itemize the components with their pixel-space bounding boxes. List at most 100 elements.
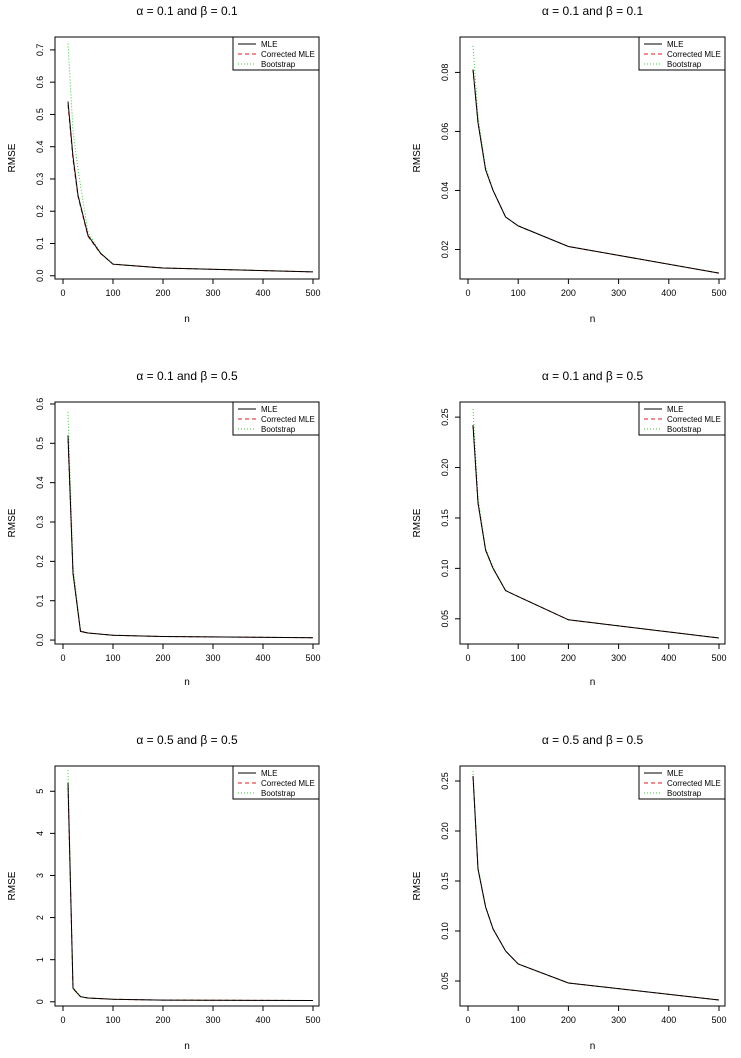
y-tick-label: 0.20	[440, 822, 450, 840]
y-tick-label: 0.02	[440, 241, 450, 259]
y-tick-label: 0.3	[35, 173, 45, 186]
y-tick-label: 0.06	[440, 123, 450, 141]
x-tick-label: 100	[105, 653, 120, 663]
y-tick-label: 0.25	[440, 772, 450, 790]
x-tick-label: 0	[60, 288, 65, 298]
chart-title: α = 0.5 and β = 0.5	[136, 733, 238, 747]
x-tick-label: 500	[305, 288, 320, 298]
y-tick-label: 0.05	[440, 610, 450, 628]
legend-entry: Bootstrap	[667, 60, 702, 69]
x-tick-label: 0	[60, 1015, 65, 1025]
x-tick-label: 500	[305, 1015, 320, 1025]
y-tick-label: 0.6	[35, 76, 45, 89]
chart-panel-2: α = 0.1 and β = 0.1 RMSE n 0 100 200 300 400 500…	[412, 4, 727, 325]
legend-entry: Corrected MLE	[261, 50, 315, 59]
chart-title: α = 0.1 and β = 0.5	[542, 369, 644, 383]
plot-frame	[459, 36, 726, 280]
x-tick-label: 200	[155, 1015, 170, 1025]
x-tick-label: 300	[205, 1015, 220, 1025]
x-axis-label: n	[590, 1041, 596, 1052]
y-axis-label: RMSE	[412, 508, 423, 537]
y-tick-label: 1	[35, 957, 45, 962]
legend-entry: MLE	[667, 769, 683, 778]
x-tick-label: 400	[661, 653, 676, 663]
y-tick-label: 0.08	[440, 64, 450, 82]
y-tick-label: 0.2	[35, 205, 45, 218]
x-axis-label: n	[184, 314, 190, 325]
legend-entry: MLE	[667, 40, 683, 49]
chart-panel-6: α = 0.5 and β = 0.5 RMSE n 0 100 200 300 400 500…	[412, 733, 727, 1052]
series-line-bootstrap	[67, 411, 314, 639]
x-tick-label: 100	[511, 1015, 526, 1025]
x-tick-label: 300	[611, 288, 626, 298]
legend-entry: Corrected MLE	[667, 779, 721, 788]
x-axis-label: n	[184, 1041, 190, 1052]
x-tick-label: 0	[465, 288, 470, 298]
y-tick-label: 0.7	[35, 44, 45, 57]
y-tick-label: 0.05	[440, 972, 450, 990]
chart-panel-4: α = 0.1 and β = 0.5 RMSE n 0 100 200 300 400 500…	[412, 369, 727, 688]
y-tick-label: 0.25	[440, 408, 450, 426]
x-tick-label: 200	[155, 653, 170, 663]
x-axis-label: n	[590, 314, 596, 325]
series-line-bootstrap	[67, 43, 314, 273]
chart-panel-5: α = 0.5 and β = 0.5 RMSE n 0 100 200 300 400 500…	[7, 733, 321, 1052]
x-tick-label: 500	[305, 653, 320, 663]
x-tick-label: 300	[611, 653, 626, 663]
legend-entry: Bootstrap	[667, 425, 702, 434]
series-line-mle	[67, 782, 314, 1001]
y-tick-label: 0.5	[35, 108, 45, 121]
chart-panel-3: α = 0.1 and β = 0.5 RMSE n 0 100 200 300 400 500…	[7, 369, 321, 688]
x-tick-label: 100	[511, 653, 526, 663]
y-tick-label: 0.2	[35, 555, 45, 568]
series-line-corrected-mle	[67, 439, 314, 639]
y-tick-label: 0.15	[440, 509, 450, 527]
y-tick-label: 0.1	[35, 594, 45, 607]
legend-entry: Bootstrap	[261, 60, 296, 69]
series-line-mle	[472, 69, 720, 274]
x-tick-label: 200	[155, 288, 170, 298]
x-tick-label: 100	[105, 288, 120, 298]
y-tick-label: 0.10	[440, 560, 450, 578]
x-tick-label: 0	[465, 653, 470, 663]
legend-entry: MLE	[261, 405, 277, 414]
plot-frame	[54, 765, 320, 1007]
x-tick-label: 500	[711, 653, 726, 663]
series-line-mle	[472, 775, 720, 1001]
y-axis-label: RMSE	[7, 508, 18, 537]
legend-entry: Bootstrap	[261, 425, 296, 434]
x-tick-label: 300	[205, 288, 220, 298]
x-tick-label: 200	[561, 1015, 576, 1025]
legend-entry: Corrected MLE	[261, 779, 315, 788]
x-tick-label: 500	[711, 288, 726, 298]
legend-entry: MLE	[261, 769, 277, 778]
y-tick-label: 4	[35, 831, 45, 836]
legend-entry: Corrected MLE	[667, 415, 721, 424]
chart-panel-1: α = 0.1 and β = 0.1 RMSE n 0 100 200 300 400 500…	[7, 4, 321, 325]
y-tick-label: 0.6	[35, 398, 45, 411]
series-line-bootstrap	[67, 770, 314, 1001]
y-tick-label: 0.15	[440, 872, 450, 890]
series-line-corrected-mle	[472, 425, 720, 639]
chart-title: α = 0.5 and β = 0.5	[542, 733, 644, 747]
series-line-corrected-mle	[67, 787, 314, 1001]
y-tick-label: 0.4	[35, 140, 45, 153]
x-tick-label: 200	[561, 653, 576, 663]
x-tick-label: 0	[60, 653, 65, 663]
series-line-bootstrap	[472, 409, 720, 639]
x-tick-label: 400	[661, 288, 676, 298]
x-tick-label: 400	[255, 1015, 270, 1025]
y-axis-label: RMSE	[7, 871, 18, 900]
x-tick-label: 400	[661, 1015, 676, 1025]
legend-entry: Bootstrap	[667, 789, 702, 798]
legend-entry: MLE	[261, 40, 277, 49]
chart-title: α = 0.1 and β = 0.1	[542, 4, 644, 18]
series-line-corrected-mle	[67, 104, 314, 273]
plot-frame	[459, 765, 726, 1007]
y-tick-label: 0	[35, 999, 45, 1004]
x-tick-label: 500	[711, 1015, 726, 1025]
